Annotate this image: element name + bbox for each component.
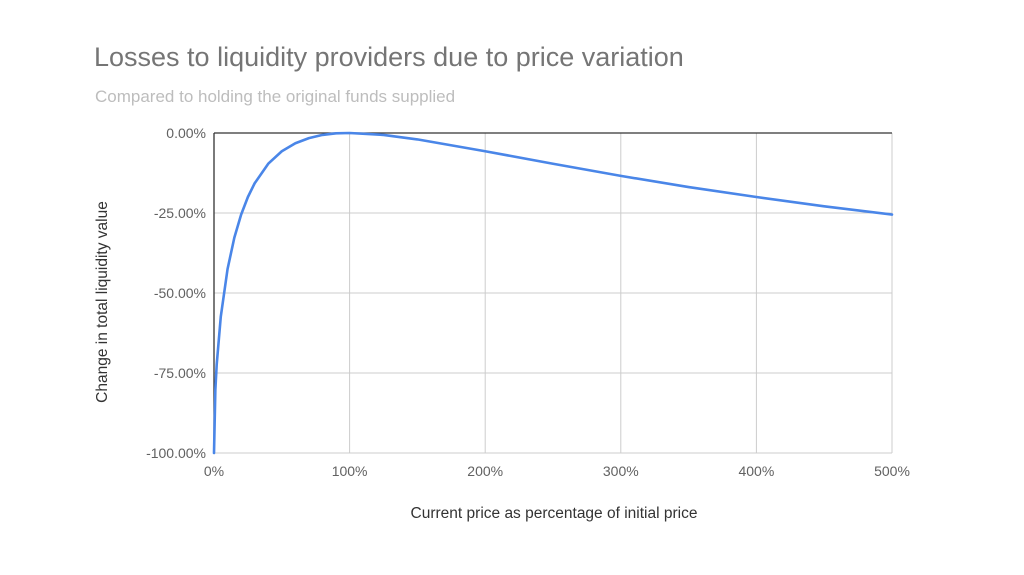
y-tick-label: -100.00% bbox=[146, 445, 206, 461]
x-tick-label: 300% bbox=[603, 463, 639, 479]
y-tick-label: -75.00% bbox=[154, 365, 206, 381]
tick-layer: 0% 100% 200% 300% 400% 500% 0.00% -25.00% -50.00… bbox=[146, 125, 910, 479]
y-tick-label: -25.00% bbox=[154, 205, 206, 221]
y-axis-title: Change in total liquidity value bbox=[94, 201, 111, 403]
series-line bbox=[212, 131, 894, 455]
x-axis-title: Current price as percentage of initial p… bbox=[411, 505, 698, 522]
x-tick-label: 0% bbox=[204, 463, 224, 479]
series-layer bbox=[212, 131, 894, 455]
x-tick-label: 500% bbox=[874, 463, 910, 479]
chart-title: Losses to liquidity providers due to pri… bbox=[94, 42, 684, 72]
grid-layer bbox=[214, 133, 893, 454]
x-tick-label: 200% bbox=[467, 463, 503, 479]
x-tick-label: 400% bbox=[738, 463, 774, 479]
x-tick-label: 100% bbox=[332, 463, 368, 479]
y-tick-label: -50.00% bbox=[154, 285, 206, 301]
y-tick-label: 0.00% bbox=[166, 125, 206, 141]
chart-subtitle: Compared to holding the original funds s… bbox=[95, 87, 456, 106]
